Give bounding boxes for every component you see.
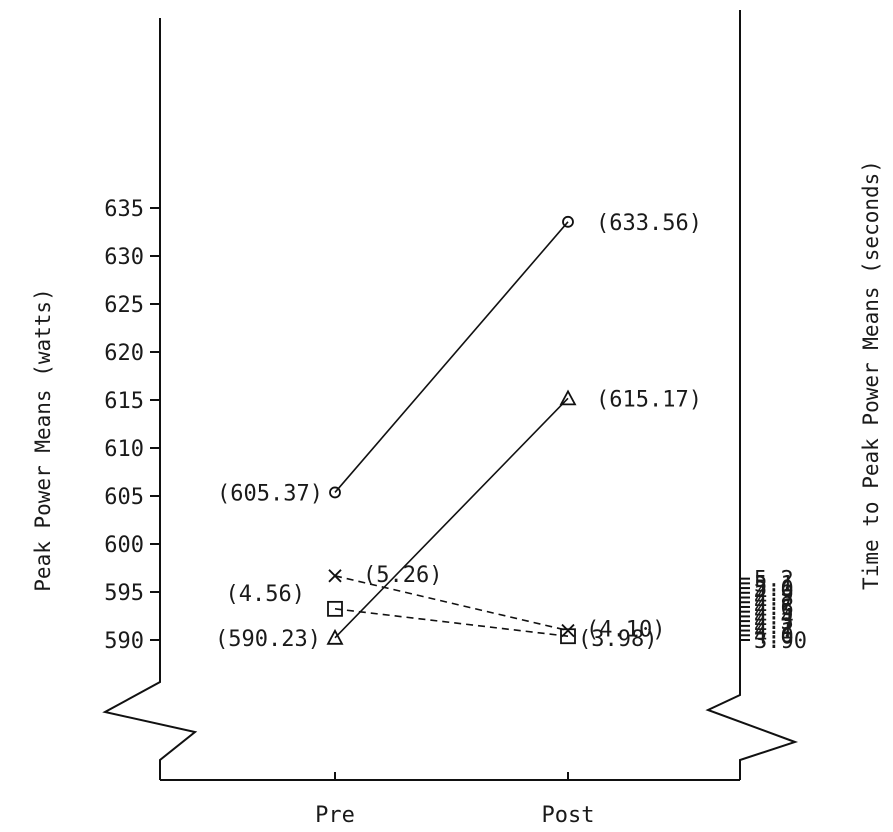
- right-tick-label: 4.0: [754, 624, 794, 649]
- right-tick-label: 5.2: [754, 568, 794, 593]
- left-tick-label: 635: [104, 197, 144, 222]
- marker-triangle-pre: [326, 628, 344, 645]
- data-label-x-post: (4.10): [586, 618, 665, 643]
- data-label-x-pre: (5.26): [363, 563, 442, 588]
- marker-circle-pre: [329, 486, 341, 499]
- left-tick-label: 590: [104, 629, 144, 654]
- left-tick-label: 615: [104, 389, 144, 414]
- right-tick-label: 4.7: [754, 591, 794, 616]
- right-tick-label: 4.1: [754, 620, 794, 645]
- series-triangle: (590.23) (615.17): [215, 387, 702, 651]
- x-tick-label-post: Post: [542, 803, 595, 828]
- right-tick-label: 4.8: [754, 587, 794, 612]
- left-tick-label: 605: [104, 485, 144, 510]
- left-axis-ticks: 590 595 600 605 610 615 620 625 630 635: [104, 197, 160, 654]
- series-line-triangle: [334, 397, 569, 639]
- series-square: (4.56) (3.98): [226, 582, 658, 652]
- left-tick-label: 610: [104, 437, 144, 462]
- right-tick-label: 4.3: [754, 610, 794, 635]
- series-line-circle: [334, 221, 569, 493]
- series-line-square: [334, 608, 569, 638]
- data-label-square-pre: (4.56): [226, 582, 305, 607]
- right-tick-label: 4.4: [754, 605, 794, 630]
- marker-circle-post: [562, 215, 574, 228]
- right-tick-label: 4.6: [754, 596, 794, 621]
- left-tick-label: 620: [104, 341, 144, 366]
- left-tick-label: 630: [104, 245, 144, 270]
- marker-triangle-post: [559, 389, 577, 406]
- right-tick-label: 3.90: [754, 629, 807, 654]
- right-axis-ticks: 3.904.04.14.24.34.44.54.64.74.84.95.05.1…: [740, 568, 807, 654]
- right-tick-label: 5.0: [754, 577, 794, 602]
- right-axis-title: Time to Peak Power Means (seconds): [859, 160, 883, 590]
- right-tick-label: 4.9: [754, 582, 794, 607]
- right-tick-label: 4.2: [754, 615, 794, 640]
- data-label-triangle-post: (615.17): [596, 387, 702, 412]
- x-tick-label-pre: Pre: [315, 803, 355, 828]
- left-tick-label: 595: [104, 581, 144, 606]
- data-label-circle-pre: (605.37): [217, 481, 323, 506]
- right-tick-label: 5.1: [754, 572, 794, 597]
- series-circle: (605.37) (633.56): [217, 211, 702, 507]
- marker-square-post: [560, 628, 576, 645]
- series-x: (5.26) (4.10): [328, 563, 665, 643]
- right-axis-line: [705, 10, 799, 780]
- x-axis-labels: Pre Post: [315, 772, 594, 828]
- series-line-x: [334, 575, 569, 632]
- left-axis-title: Peak Power Means (watts): [31, 288, 55, 591]
- data-label-circle-post: (633.56): [596, 211, 702, 236]
- left-tick-label: 625: [104, 293, 144, 318]
- series-layer: (605.37) (633.56) (590.23) (615.17) (4.56) (3…: [215, 211, 702, 652]
- marker-square-pre: [327, 600, 343, 617]
- marker-x-post: [561, 623, 575, 638]
- data-label-square-post: (3.98): [578, 627, 657, 652]
- left-axis-line: [102, 18, 198, 780]
- left-tick-label: 600: [104, 533, 144, 558]
- marker-x-pre: [328, 569, 342, 583]
- data-label-triangle-pre: (590.23): [215, 627, 321, 652]
- right-tick-label: 4.5: [754, 601, 794, 626]
